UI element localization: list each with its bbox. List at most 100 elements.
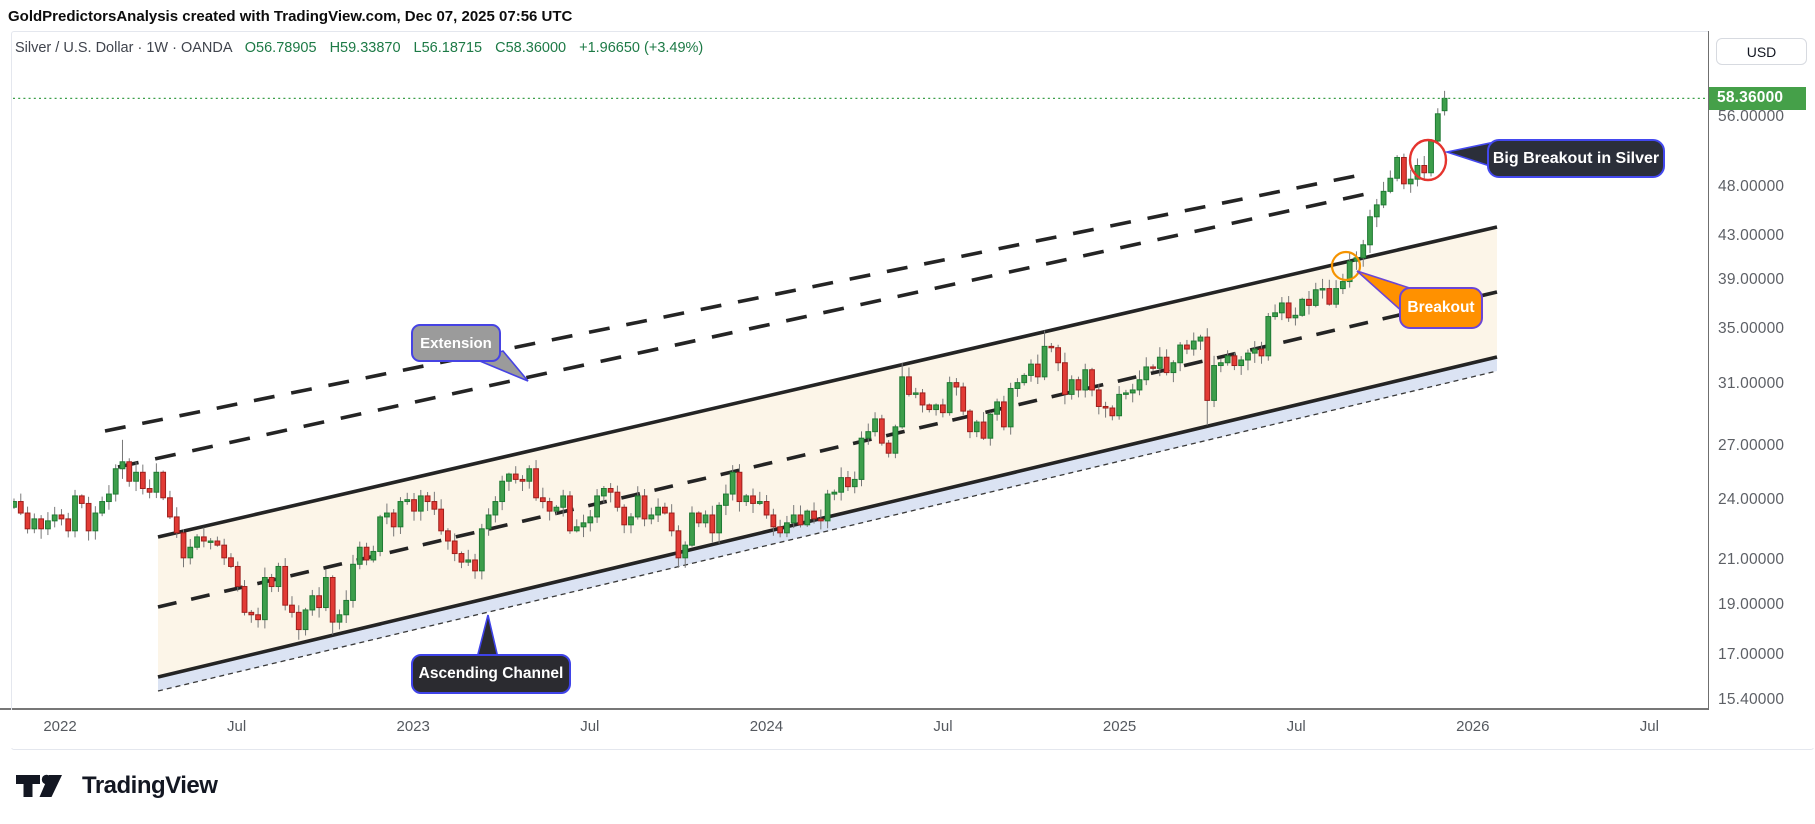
price-tick-label: 48.00000 <box>1718 177 1785 195</box>
time-tick-label: Jul <box>1639 718 1659 735</box>
candle-down <box>770 514 777 528</box>
candle-down <box>661 506 668 514</box>
channel-fill <box>158 227 1497 677</box>
candle-up <box>1278 302 1285 314</box>
candle-down <box>241 586 248 613</box>
currency-toggle-button[interactable]: USD <box>1716 38 1807 65</box>
candle-up <box>1217 362 1224 367</box>
candle-down <box>234 565 241 588</box>
candle-down <box>926 404 933 411</box>
candle-up <box>322 577 329 609</box>
time-axis[interactable]: 2022 Jul 2023 Jul 2024 Jul 2025 Jul 2026 Jul <box>0 710 1815 748</box>
candle-up <box>1136 379 1143 391</box>
candle-down <box>668 512 675 532</box>
support-band-dashed-line[interactable] <box>157 370 1498 692</box>
big-breakout-circle[interactable] <box>1408 138 1448 182</box>
price-change: +1.96650 (+3.49%) <box>579 40 704 56</box>
candle-down <box>709 514 716 534</box>
candle-up <box>1407 178 1414 185</box>
candle-down <box>817 518 824 522</box>
candle-down <box>214 540 221 546</box>
candle-up <box>1299 298 1306 316</box>
price-tick-label: 19.00000 <box>1718 596 1785 614</box>
candle-up <box>343 599 350 616</box>
channel-upper-line[interactable] <box>157 225 1498 539</box>
candle-down <box>1150 366 1156 369</box>
candle-down <box>431 501 438 510</box>
candle-down <box>424 495 431 503</box>
candle-up <box>526 468 533 482</box>
price-axis[interactable]: 56.00000 48.00000 43.00000 39.00000 35.00000… <box>1708 31 1815 748</box>
ohlc-low: L56.18715 <box>413 40 483 56</box>
price-tick-label: 27.00000 <box>1718 437 1785 455</box>
time-tick-label: 2023 <box>396 718 430 735</box>
candle-down <box>1231 355 1238 367</box>
candle-up <box>987 413 994 439</box>
chart-legend[interactable]: Silver / U.S. Dollar · 1W · OANDA O56.78… <box>15 40 703 56</box>
candle-down <box>763 501 770 516</box>
time-tick-label: 2024 <box>749 718 784 735</box>
extension-upper-line[interactable] <box>104 171 1371 433</box>
candle-down <box>1285 302 1292 319</box>
candle-down <box>180 532 187 559</box>
candle-up <box>99 501 106 514</box>
candle-down <box>438 508 445 532</box>
candle-up <box>587 516 594 524</box>
candle-down <box>126 461 133 482</box>
extension-callout[interactable]: Extension <box>411 324 501 362</box>
candle-down <box>160 471 167 499</box>
candle-down <box>58 514 65 520</box>
candle-down <box>255 614 261 621</box>
candle-up <box>1007 387 1014 428</box>
candle-up <box>1014 382 1021 389</box>
candle-down <box>885 442 892 454</box>
candle-up <box>1238 359 1245 367</box>
ascending-channel-callout-tail <box>475 614 500 659</box>
extension-lower-line[interactable] <box>117 190 1376 469</box>
candle-down <box>65 518 72 532</box>
candle-up <box>743 495 750 503</box>
candle-up <box>634 495 641 518</box>
candle-up <box>187 546 194 559</box>
candle-down <box>200 536 207 542</box>
big-breakout-callout[interactable]: Big Breakout in Silver <box>1487 139 1665 178</box>
candle-up <box>336 614 343 623</box>
candle-up <box>1082 369 1089 391</box>
candle-down <box>878 418 885 444</box>
candle-up <box>1441 97 1448 112</box>
candle-up <box>1021 374 1028 384</box>
candle-up <box>1428 140 1434 174</box>
candle-down <box>777 526 784 534</box>
candle-down <box>614 491 621 508</box>
candle-up <box>831 491 838 495</box>
candle-up <box>309 595 316 611</box>
channel-midline[interactable] <box>157 290 1498 609</box>
candle-down <box>533 468 539 499</box>
candle-up <box>1346 260 1353 283</box>
candle-down <box>1258 348 1265 357</box>
candle-down <box>939 404 946 414</box>
ohlc-high: H59.33870 <box>329 40 401 56</box>
candle-down <box>1102 405 1109 409</box>
candle-up <box>1367 216 1373 246</box>
candle-up <box>1129 389 1136 394</box>
candle-down <box>1075 379 1082 391</box>
candle-up <box>865 431 872 439</box>
candle-down <box>173 516 180 534</box>
candle-up <box>790 514 797 524</box>
ascending-channel-callout[interactable]: Ascending Channel <box>411 654 571 694</box>
candle-down <box>85 502 92 532</box>
plot-area[interactable] <box>12 90 1707 692</box>
candle-down <box>519 478 526 482</box>
symbol-title: Silver / U.S. Dollar · 1W · OANDA <box>15 40 232 56</box>
breakout-circle[interactable] <box>1330 250 1362 282</box>
candle-down <box>472 559 478 572</box>
candle-up <box>1319 288 1326 291</box>
breakout-callout[interactable]: Breakout <box>1399 287 1483 329</box>
candle-up <box>1156 356 1163 369</box>
candle-up <box>628 516 634 526</box>
price-tick-label: 39.00000 <box>1718 271 1785 289</box>
candles <box>13 90 1448 640</box>
